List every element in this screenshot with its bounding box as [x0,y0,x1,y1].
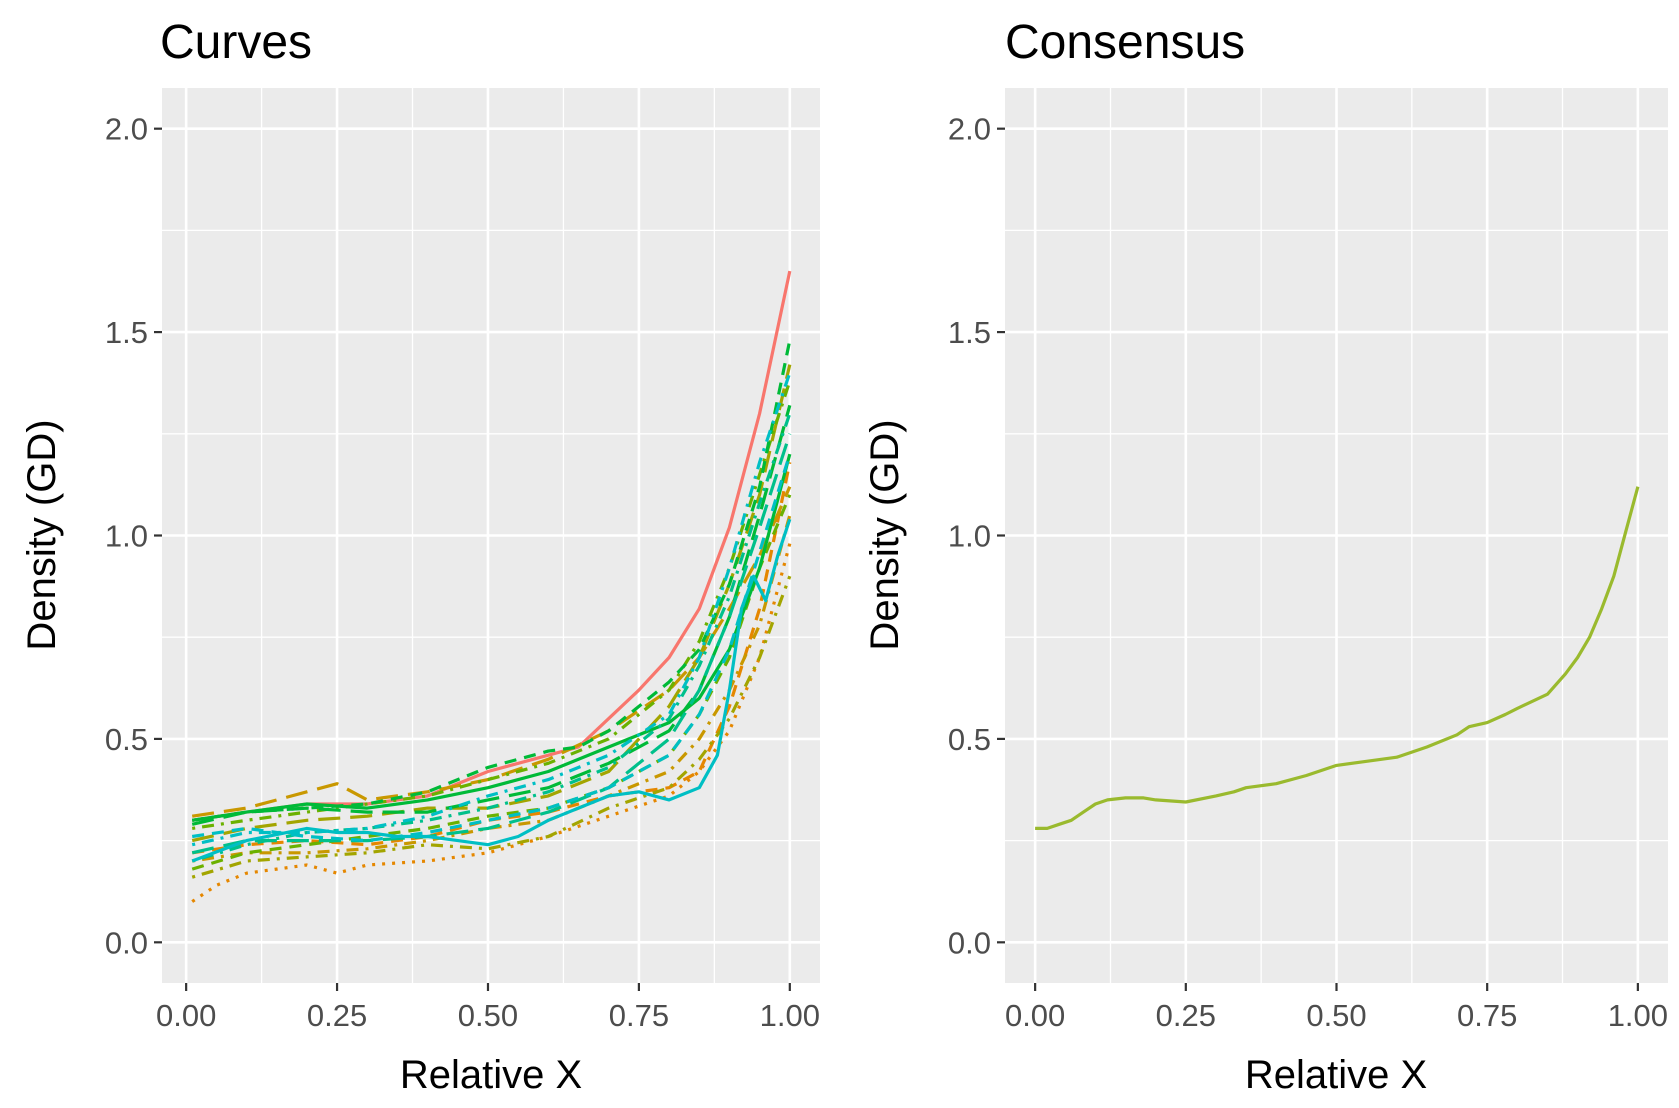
curves-series-line-4 [191,486,792,818]
consensus-series-line-1 [1035,486,1640,831]
consensus-x-tick-label: 0.75 [1457,998,1517,1033]
curves-series-line-17 [191,372,792,847]
curves-series-line-12 [191,453,792,822]
curves-y-tick-label: 0.0 [105,925,148,960]
consensus-title: Consensus [1005,16,1245,69]
consensus-panel: Consensus 0.00 0.25 0.50 0.75 1.00 0.0 0.5 1.0 1… [863,16,1668,1097]
curves-series-line-16 [191,453,792,843]
curves-x-tick-label: 1.00 [760,998,820,1033]
consensus-x-tick-label: 0.00 [1005,998,1065,1033]
curves-x-tick-label: 0.25 [307,998,367,1033]
consensus-y-tick-label: 1.0 [948,519,991,554]
curves-y-tick-label: 1.5 [105,315,148,350]
curves-axis-ticks: 0.00 0.25 0.50 0.75 1.00 0.0 0.5 1.0 1.5 2.0 [105,112,820,1033]
curves-series-line-15 [191,518,792,863]
curves-series-line-11 [191,404,792,826]
consensus-y-tick-label: 0.0 [948,925,991,960]
curves-x-tick-label: 0.00 [156,998,216,1033]
curves-series-line-14 [191,433,792,855]
consensus-x-tick-label: 1.00 [1608,998,1668,1033]
curves-y-axis-title: Density (GD) [20,419,64,650]
curves-series-line-6 [191,575,792,879]
consensus-x-axis-title: Relative X [1245,1053,1427,1097]
curves-x-axis-title: Relative X [400,1053,582,1097]
consensus-y-axis-title: Density (GD) [863,419,907,650]
curves-y-tick-label: 1.0 [105,519,148,554]
curves-series-line-9 [191,380,792,830]
consensus-x-tick-label: 0.50 [1306,998,1366,1033]
curves-x-tick-label: 0.50 [458,998,518,1033]
curves-y-tick-label: 0.5 [105,722,148,757]
curves-y-tick-label: 2.0 [105,112,148,147]
consensus-axis-ticks: 0.00 0.25 0.50 0.75 1.00 0.0 0.5 1.0 1.5 2.0 [948,112,1668,1033]
consensus-series [1035,486,1640,831]
consensus-y-tick-label: 1.5 [948,315,991,350]
curves-panel: Curves 0.00 0.25 0.50 0.75 1.00 0.0 0.5 1.0 1.5 2… [20,16,820,1097]
consensus-y-tick-label: 0.5 [948,722,991,757]
curves-title: Curves [160,16,312,69]
consensus-x-tick-label: 0.25 [1156,998,1216,1033]
consensus-y-tick-label: 2.0 [948,112,991,147]
curves-series-line-2 [191,543,792,903]
curves-x-tick-label: 0.75 [609,998,669,1033]
curves-series [191,270,792,903]
consensus-major-grid [1005,88,1668,983]
